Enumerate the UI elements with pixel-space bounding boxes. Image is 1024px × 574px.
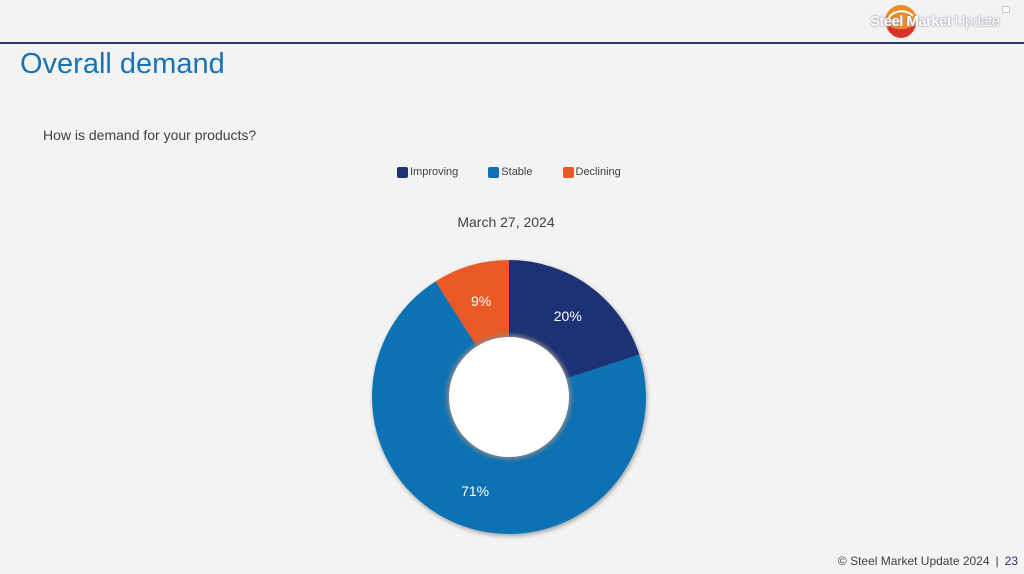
chart-title: March 27, 2024 (457, 214, 555, 230)
page-title: Overall demand (20, 48, 225, 80)
footer: © Steel Market Update 2024 | 23 (838, 554, 1018, 568)
legend-swatch-stable (488, 166, 500, 178)
legend-item-improving: Improving (397, 166, 458, 178)
donut-hole (449, 337, 569, 457)
legend-swatch-declining (562, 166, 574, 178)
donut-slice-stable (371, 281, 646, 534)
legend-swatch-improving (397, 166, 408, 178)
data-label-improving: 20% (554, 308, 582, 324)
footer-separator: | (995, 554, 999, 568)
donut-slice-declining (435, 260, 509, 347)
data-label-declining: 9% (471, 293, 491, 309)
data-label-stable: 71% (461, 483, 489, 499)
legend-item-stable: Stable (488, 166, 533, 178)
header-divider (0, 42, 1024, 44)
logo-text: Steel Market Update (870, 13, 1000, 30)
survey-question: How is demand for your products? (43, 127, 257, 143)
logo-swoosh-icon (885, 5, 917, 38)
copyright-text: © Steel Market Update 2024 (837, 554, 990, 568)
steel-market-update-logo: Steel Market Update (870, 4, 1010, 40)
donut-hole-shadow (447, 335, 571, 459)
legend-label-improving: Improving (410, 166, 459, 178)
logo-corner-mark (1002, 6, 1010, 13)
chart-legend: Improving Stable Declining (397, 166, 621, 178)
donut-slice-improving (509, 260, 640, 379)
page-number: 23 (1004, 554, 1018, 568)
legend-label-declining: Declining (575, 166, 621, 178)
legend-item-declining: Declining (562, 166, 621, 178)
legend-label-stable: Stable (501, 166, 533, 178)
